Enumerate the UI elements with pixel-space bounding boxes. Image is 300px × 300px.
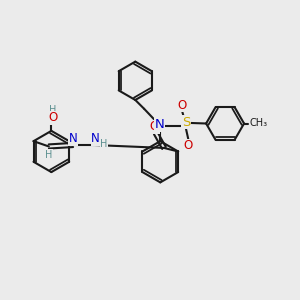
Text: N: N <box>91 132 100 145</box>
Text: H: H <box>45 150 52 160</box>
Text: O: O <box>48 111 58 124</box>
Text: O: O <box>178 99 187 112</box>
Text: N: N <box>155 118 165 131</box>
Text: S: S <box>182 116 190 128</box>
Text: CH₃: CH₃ <box>249 118 267 128</box>
Text: N: N <box>69 132 77 145</box>
Text: O: O <box>150 120 159 133</box>
Text: O: O <box>184 140 193 152</box>
Text: H: H <box>49 105 56 115</box>
Text: H: H <box>100 139 108 148</box>
